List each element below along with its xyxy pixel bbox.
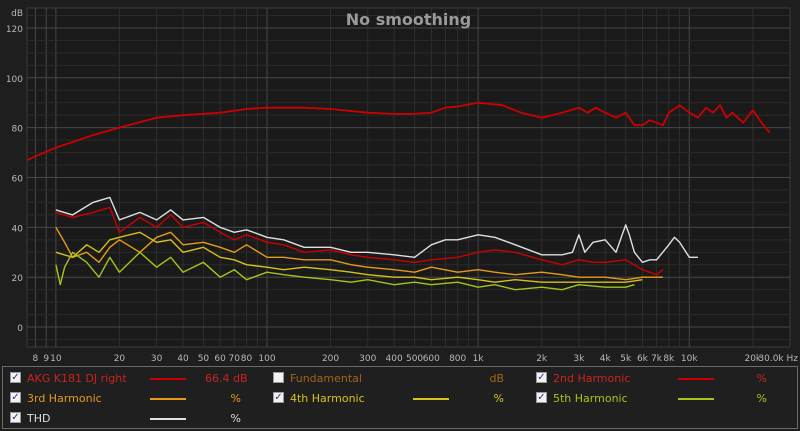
x-tick-label: 20 (114, 354, 126, 364)
x-tick-label: 10k (681, 354, 698, 364)
x-tick-label: 2k (536, 354, 548, 364)
legend-swatch-4th-harmonic (413, 398, 449, 400)
legend-value-4th-harmonic: % (493, 392, 504, 405)
checkbox-fundamental[interactable]: ✓ (273, 372, 284, 383)
series-line-4th-harmonic (55, 231, 643, 283)
x-tick-label: 4k (600, 354, 612, 364)
y-tick-label: 100 (6, 75, 23, 85)
legend-item-thd[interactable]: ✓ THD % (10, 409, 245, 429)
legend-item-2nd-harmonic[interactable]: ✓ 2nd Harmonic % (536, 369, 771, 389)
x-tick-label: 60 (214, 354, 226, 364)
y-axis-unit-label: dB (11, 9, 23, 19)
x-tick-label: 20k (744, 354, 761, 364)
x-tick-label: 400 (386, 354, 403, 364)
x-tick-label: 500 (406, 354, 423, 364)
x-tick-label: 100 (258, 354, 275, 364)
x-tick-label: 30 (151, 354, 163, 364)
series-line-thd (55, 196, 698, 263)
legend-label-4th-harmonic: 4th Harmonic (290, 392, 365, 405)
legend-value-thd: % (230, 412, 241, 425)
legend-value-5th-harmonic: % (756, 392, 767, 405)
legend-item-fundamental[interactable]: ✓ Fundamental dB (273, 369, 508, 389)
y-tick-label: 40 (12, 224, 24, 234)
legend-value-akg: 66.4 dB (205, 372, 248, 385)
checkbox-3rd-harmonic[interactable]: ✓ (10, 392, 21, 403)
legend-value-2nd-harmonic: % (756, 372, 767, 385)
checkbox-thd[interactable]: ✓ (10, 412, 21, 423)
x-tick-label: 800 (449, 354, 466, 364)
x-tick-label: 7k (651, 354, 663, 364)
x-tick-label: 30.0k Hz (758, 354, 798, 364)
checkbox-5th-harmonic[interactable]: ✓ (536, 392, 547, 403)
x-tick-label: 600 (423, 354, 440, 364)
x-tick-label: 40 (177, 354, 189, 364)
x-tick-label: 80 (241, 354, 253, 364)
x-tick-label: 9 (43, 354, 49, 364)
legend-item-akg-k181-dj-right[interactable]: ✓ AKG K181 DJ right 66.4 dB (10, 369, 248, 389)
series-line-akg-k181-dj-right (26, 101, 771, 161)
checkbox-akg-k181-dj-right[interactable]: ✓ (10, 372, 21, 383)
x-tick-label: 50 (198, 354, 210, 364)
x-tick-label: 10 (50, 354, 62, 364)
y-tick-label: 120 (6, 25, 23, 35)
x-tick-label: 300 (359, 354, 376, 364)
legend-label-5th-harmonic: 5th Harmonic (553, 392, 628, 405)
legend-swatch-thd (150, 418, 186, 420)
series-line-3rd-harmonic (55, 227, 663, 281)
legend-swatch-5th-harmonic (678, 398, 714, 400)
series-line-5th-harmonic (55, 251, 635, 291)
y-tick-label: 20 (12, 274, 24, 284)
checkbox-4th-harmonic[interactable]: ✓ (273, 392, 284, 403)
legend-swatch-3rd-harmonic (150, 398, 186, 400)
series-line-2nd-harmonic (55, 206, 664, 276)
legend-label-akg: AKG K181 DJ right (27, 372, 127, 385)
x-tick-label: 70 (229, 354, 241, 364)
legend-item-5th-harmonic[interactable]: ✓ 5th Harmonic % (536, 389, 771, 409)
y-tick-label: 80 (12, 125, 24, 135)
y-tick-label: 60 (12, 175, 24, 185)
checkbox-2nd-harmonic[interactable]: ✓ (536, 372, 547, 383)
legend-item-3rd-harmonic[interactable]: ✓ 3rd Harmonic % (10, 389, 245, 409)
legend-panel: ✓ AKG K181 DJ right 66.4 dB ✓ Fundamenta… (2, 366, 798, 429)
legend-swatch-2nd-harmonic (678, 378, 714, 380)
legend-label-thd: THD (27, 412, 51, 425)
legend-label-fundamental: Fundamental (290, 372, 362, 385)
legend-value-fundamental: dB (489, 372, 504, 385)
x-tick-label: 3k (573, 354, 585, 364)
y-tick-label: 0 (17, 324, 23, 334)
legend-item-4th-harmonic[interactable]: ✓ 4th Harmonic % (273, 389, 508, 409)
x-tick-label: 1k (473, 354, 485, 364)
x-tick-label: 6k (637, 354, 649, 364)
x-tick-label: 8 (33, 354, 39, 364)
x-tick-label: 5k (620, 354, 632, 364)
x-tick-label: 200 (322, 354, 339, 364)
chart-title: No smoothing (346, 10, 472, 29)
legend-label-3rd-harmonic: 3rd Harmonic (27, 392, 102, 405)
legend-value-3rd-harmonic: % (230, 392, 241, 405)
x-tick-label: 8k (663, 354, 675, 364)
legend-swatch-akg (150, 378, 186, 380)
legend-label-2nd-harmonic: 2nd Harmonic (553, 372, 631, 385)
